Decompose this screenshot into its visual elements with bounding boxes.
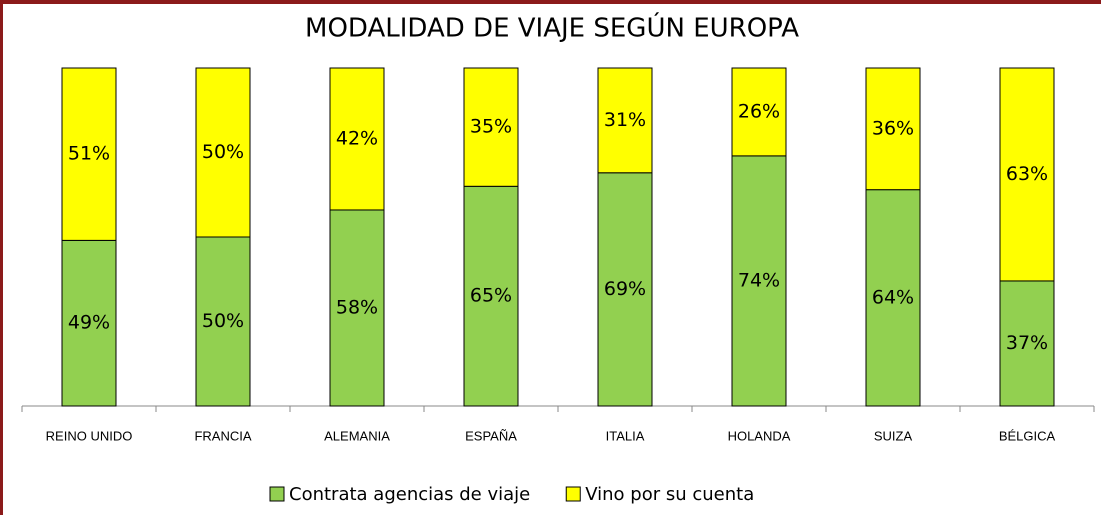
bar-segment bbox=[463, 185, 519, 407]
data-label: 50% bbox=[202, 141, 244, 163]
x-tick-label: FRANCIA bbox=[194, 428, 251, 443]
data-label: 50% bbox=[202, 310, 244, 332]
x-tick-label: REINO UNIDO bbox=[46, 428, 133, 443]
bar-segment bbox=[463, 67, 519, 187]
data-label: 49% bbox=[68, 312, 110, 334]
bar-segment bbox=[195, 67, 251, 238]
bar-segment bbox=[195, 236, 251, 407]
x-tick-label: HOLANDA bbox=[728, 428, 791, 443]
data-label: 26% bbox=[738, 100, 780, 122]
x-tick-label: SUIZA bbox=[874, 428, 913, 443]
data-label: 35% bbox=[470, 116, 512, 138]
data-label: 64% bbox=[872, 286, 914, 308]
bar-segment bbox=[731, 155, 787, 407]
bar-segment bbox=[61, 67, 117, 241]
legend-label: Vino por su cuenta bbox=[585, 484, 754, 505]
left-border bbox=[0, 0, 3, 515]
legend-swatch bbox=[269, 486, 285, 502]
x-tick-label: ITALIA bbox=[606, 428, 645, 443]
data-label: 58% bbox=[336, 296, 378, 318]
chart-title: MODALIDAD DE VIAJE SEGÚN EUROPA bbox=[305, 12, 799, 44]
data-label: 37% bbox=[1006, 332, 1048, 354]
legend-label: Contrata agencias de viaje bbox=[289, 484, 530, 505]
legend-swatch bbox=[565, 486, 581, 502]
data-label: 69% bbox=[604, 278, 646, 300]
bar-segment bbox=[999, 67, 1055, 282]
data-label: 65% bbox=[470, 285, 512, 307]
x-tick-label: ALEMANIA bbox=[324, 428, 390, 443]
bar-segment bbox=[865, 189, 921, 407]
data-label: 51% bbox=[68, 143, 110, 165]
x-tick-label: ESPAÑA bbox=[465, 428, 517, 443]
bar-segment bbox=[597, 67, 653, 174]
top-border bbox=[0, 0, 1101, 4]
bar-segment bbox=[731, 67, 787, 157]
data-label: 42% bbox=[336, 127, 378, 149]
data-label: 63% bbox=[1006, 163, 1048, 185]
bar-segment bbox=[597, 172, 653, 407]
data-label: 36% bbox=[872, 117, 914, 139]
data-label: 74% bbox=[738, 269, 780, 291]
bar-segment bbox=[329, 67, 385, 211]
bar-segment bbox=[865, 67, 921, 191]
x-tick-label: BÉLGICA bbox=[999, 428, 1056, 443]
bar-segment bbox=[329, 209, 385, 407]
data-label: 31% bbox=[604, 109, 646, 131]
